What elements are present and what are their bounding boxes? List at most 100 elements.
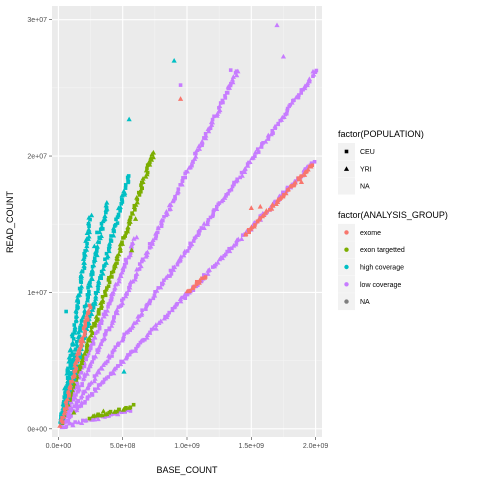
data-point	[112, 315, 116, 319]
data-point	[68, 398, 72, 402]
data-point	[79, 371, 84, 375]
data-point	[82, 311, 87, 315]
data-point	[196, 146, 203, 151]
data-point	[230, 184, 235, 189]
data-point	[305, 169, 309, 174]
data-point	[64, 414, 69, 419]
data-point	[80, 382, 84, 386]
data-point	[143, 173, 149, 179]
data-point	[86, 308, 92, 313]
data-point	[82, 255, 87, 260]
data-point	[178, 83, 183, 87]
data-point	[115, 221, 120, 225]
data-point	[64, 419, 69, 424]
data-point	[78, 339, 83, 344]
data-point	[131, 236, 137, 241]
legend-title: factor(ANALYSIS_GROUP)	[338, 210, 448, 220]
data-point	[234, 72, 240, 78]
data-point	[297, 93, 301, 97]
data-point	[123, 183, 128, 187]
data-point	[64, 424, 69, 429]
data-point	[208, 126, 213, 131]
data-point	[86, 367, 91, 372]
data-point	[188, 241, 192, 246]
data-point	[137, 193, 142, 197]
data-point	[120, 407, 126, 412]
x-axis: 0.0e+00 5.0e+08 1.0e+09 1.5e+09 2.0e+09	[46, 437, 328, 450]
data-point	[126, 116, 132, 122]
data-point	[119, 303, 124, 308]
data-point	[109, 371, 113, 376]
data-point	[128, 405, 133, 410]
data-point	[127, 222, 132, 226]
data-point	[269, 201, 276, 207]
data-point	[161, 218, 165, 223]
data-point	[155, 230, 160, 235]
data-point	[268, 131, 274, 137]
data-point	[76, 419, 82, 425]
data-point	[66, 369, 73, 375]
data-point	[214, 206, 220, 211]
data-point	[95, 230, 99, 235]
data-point	[84, 243, 90, 249]
data-point	[96, 310, 101, 314]
data-point	[83, 323, 88, 328]
data-point	[145, 163, 150, 167]
data-point	[119, 359, 123, 364]
data-point	[158, 284, 164, 290]
data-point	[116, 278, 122, 284]
data-point	[89, 325, 94, 330]
data-point	[178, 298, 184, 304]
data-point	[76, 399, 80, 403]
data-point	[99, 306, 104, 310]
data-point	[246, 228, 251, 232]
data-point	[199, 226, 204, 230]
data-point	[101, 380, 106, 384]
data-point	[103, 202, 109, 208]
data-point	[205, 220, 210, 225]
data-point	[94, 249, 99, 253]
data-point	[232, 180, 236, 185]
data-point	[208, 215, 213, 220]
data-point	[134, 199, 140, 205]
data-point	[111, 269, 116, 274]
data-point	[84, 345, 89, 350]
data-point	[81, 418, 85, 423]
data-point	[114, 366, 118, 371]
data-point	[96, 317, 100, 322]
data-point	[114, 307, 120, 312]
data-point	[91, 416, 97, 422]
data-point	[229, 76, 236, 82]
data-point	[90, 272, 95, 276]
data-point	[193, 153, 199, 159]
data-point	[275, 121, 281, 127]
data-point	[75, 370, 80, 374]
data-point	[73, 358, 79, 364]
data-point	[110, 354, 114, 358]
legend-key-dot	[344, 247, 349, 252]
data-point	[239, 236, 245, 242]
data-point	[119, 300, 126, 306]
data-point	[89, 392, 94, 396]
legend-key-square	[344, 149, 349, 154]
data-point	[256, 150, 261, 154]
data-point	[72, 324, 78, 330]
data-point	[173, 196, 177, 201]
data-point	[101, 227, 105, 231]
data-point	[117, 341, 121, 346]
data-point	[97, 319, 103, 325]
data-point	[72, 352, 77, 356]
data-point	[81, 263, 87, 268]
data-point	[108, 323, 115, 328]
data-point	[98, 341, 104, 346]
data-point	[205, 271, 211, 276]
data-point	[79, 404, 84, 408]
data-point	[311, 71, 317, 77]
data-point	[183, 175, 188, 180]
data-point	[70, 422, 75, 427]
data-point	[126, 179, 131, 184]
data-point	[272, 123, 278, 129]
data-point	[79, 357, 85, 362]
data-point	[227, 248, 233, 254]
data-point	[140, 308, 144, 313]
